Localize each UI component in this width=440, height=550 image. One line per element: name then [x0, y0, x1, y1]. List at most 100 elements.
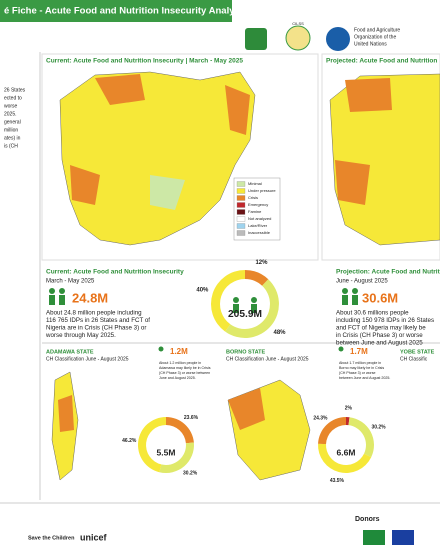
people-icons: [49, 288, 358, 305]
donut-label: 24.3%: [313, 416, 328, 422]
panel-text: About 24.8 million people including: [46, 310, 142, 317]
state-period: CH Classific: [400, 356, 428, 362]
sidebar-text: general: [4, 119, 21, 125]
donut-label: 12%: [255, 260, 268, 266]
panel-text: About 30.6 millions people: [336, 310, 409, 317]
donut-segment: [210, 270, 245, 332]
panel-text: and FCT of Nigeria may likely be: [336, 325, 426, 332]
legend-label: Inaccessible: [248, 230, 271, 235]
donut-segment: [348, 417, 374, 458]
panel-text: worse through May 2025.: [45, 332, 116, 339]
logo-cilss: [285, 25, 311, 51]
donut-segment: [137, 416, 166, 473]
map-frame: [321, 53, 440, 261]
state-text: June and August 2025.: [159, 376, 196, 380]
panel-text: in Crisis (CH Phase 3) or worse: [336, 332, 423, 339]
state-period: CH Classification June - August 2025: [46, 356, 129, 362]
map-title: Current: Acute Food and Nutrition Insecu…: [46, 58, 243, 65]
state-text: About 1.2 million people in: [159, 361, 201, 365]
panel-title: Current: Acute Food and Nutrition Insecu…: [46, 269, 184, 276]
donut-label: 46.2%: [122, 438, 137, 444]
state-text: (CH Phase 3) or worse: [339, 371, 376, 375]
donut-label: 43.5%: [330, 478, 345, 484]
panel-figure: 24.8M: [72, 290, 108, 305]
partner-logo: unicef: [80, 532, 108, 542]
donor-logo: [363, 530, 385, 545]
donut-label: 40%: [196, 288, 209, 294]
sidebar-text: worse: [4, 103, 18, 109]
sidebar-text: ected to: [4, 95, 22, 101]
panel-title: Projection: Acute Food and Nutrition: [336, 269, 440, 276]
sidebar-text: ates) in: [4, 135, 21, 141]
sidebar-text: 2025.: [4, 111, 17, 117]
donut-label: 30.2%: [371, 425, 386, 431]
header-bar: [0, 0, 232, 22]
logo-text: United Nations: [354, 41, 387, 47]
legend-label: Famine: [248, 209, 262, 214]
donors-title: Donors: [355, 516, 380, 523]
logo-nigeria: [245, 28, 267, 50]
logo-text: Food and Agriculture: [354, 27, 400, 33]
donut-segment: [225, 279, 279, 338]
state-name: BORNO STATE: [226, 349, 266, 355]
logo-text: Organization of the: [354, 34, 396, 40]
panel-text: Nigeria are in Crisis (CH Phase 3) or: [46, 325, 146, 332]
crisis-area: [70, 165, 100, 205]
donut-segment: [346, 417, 350, 426]
panel-period: June - August 2025: [336, 279, 388, 285]
crisis-area: [335, 160, 370, 205]
state-text: Adamawa may likely be in Crisis: [159, 366, 211, 370]
donut-icons: [233, 297, 257, 313]
crisis-area: [228, 388, 265, 430]
legend-swatch: [236, 181, 246, 187]
crisis-area: [95, 74, 145, 105]
logo-text: CILSS: [292, 21, 304, 26]
state-figure: 1.7M: [350, 347, 368, 356]
sidebar-text: million: [4, 127, 18, 133]
crisis-area: [225, 85, 250, 135]
legend-swatch: [236, 188, 246, 194]
map-frame: [41, 53, 319, 261]
state-text: (CH Phase 3) or worse between: [159, 371, 210, 375]
legend-label: Not analyzed: [248, 216, 271, 221]
donut-total: 5.5M: [157, 448, 176, 458]
sidebar-text: is (CH: [4, 143, 18, 149]
map-projected: [329, 73, 440, 246]
crisis-area: [345, 78, 392, 112]
legend-label: Lake/River: [248, 223, 268, 228]
panel-text: including 150 978 IDPs in 26 States: [336, 317, 434, 324]
legend-swatch: [236, 223, 246, 229]
state-text: between June and August 2025.: [339, 376, 390, 380]
state-name: YOBE STATE: [400, 349, 435, 355]
map-current: [59, 71, 256, 246]
legend-swatch: [236, 209, 246, 215]
legend-box: [233, 177, 281, 241]
legend-label: Under pressure: [248, 188, 276, 193]
donor-logo: [392, 530, 414, 545]
legend-swatch: [236, 216, 246, 222]
panel-period: March - May 2025: [46, 279, 95, 285]
state-text: Borno may likely be in Crisis: [339, 366, 384, 370]
header-title: é Fiche - Acute Food and Nutrition Insec…: [4, 6, 248, 17]
donut-segment: [166, 417, 194, 444]
donut-total: 205.9M: [228, 309, 262, 320]
sidebar-text: 26 States: [4, 87, 26, 93]
legend-label: Crisis: [248, 195, 258, 200]
partner-logo: Save the Children: [28, 535, 75, 541]
legend-swatch: [236, 230, 246, 236]
donut-label: 2%: [345, 405, 353, 411]
nigeria: [59, 71, 256, 246]
legend-label: Minimal: [248, 181, 262, 186]
legend-swatch: [236, 195, 246, 201]
donut-segment: [159, 442, 194, 474]
state-period: CH Classification June - August 2025: [226, 356, 309, 362]
people-icon: [338, 346, 344, 352]
donut-label: 30.2%: [183, 470, 198, 476]
donut-label: 23.6%: [184, 415, 199, 421]
legend-swatch: [236, 202, 246, 208]
donut-label: 48%: [274, 330, 287, 336]
spacer: [230, 350, 330, 362]
state-figure: 1.2M: [170, 347, 188, 356]
donut-segment: [318, 417, 346, 445]
